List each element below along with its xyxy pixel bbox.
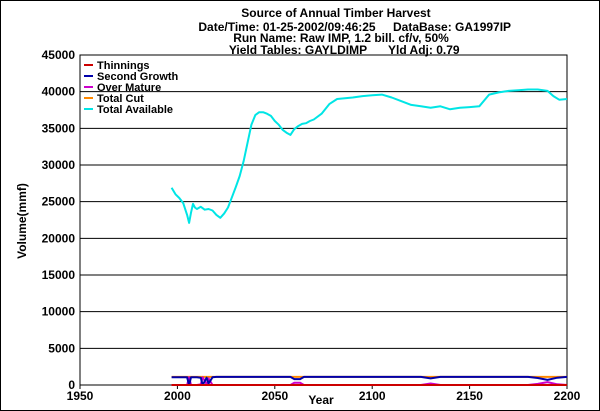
chart-title: Source of Annual Timber Harvest [241, 6, 430, 20]
y-tick-label: 5000 [48, 341, 75, 355]
chart-header: Source of Annual Timber Harvest Date/Tim… [198, 6, 511, 57]
y-tick-label: 25000 [42, 195, 76, 209]
run-name-label: Run Name: Raw IMP, 1.2 bill. cf/v, 50% [233, 31, 449, 45]
legend-label-total-available: Total Available [97, 104, 173, 116]
x-tick-label: 1950 [67, 389, 94, 403]
y-tick-label: 20000 [42, 231, 76, 245]
x-tick-label: 2200 [554, 389, 581, 403]
series-line-second-growth [171, 375, 568, 386]
legend-label-total-cut: Total Cut [97, 93, 144, 105]
x-tick-label: 2050 [261, 389, 288, 403]
x-axis-label: Year [308, 393, 334, 407]
grid-lines [80, 91, 567, 349]
database-label: DataBase: GA1997IP [393, 20, 511, 34]
y-tick-label: 10000 [42, 305, 76, 319]
y-tick-label: 15000 [42, 268, 76, 282]
legend-label-over-mature: Over Mature [97, 82, 161, 94]
y-axis-label: Volume(mmf) [15, 183, 29, 259]
series-line-over-mature [171, 376, 568, 386]
y-axis-ticks: 0 5000 10000 15000 20000 25000 30000 35000 40000… [42, 48, 76, 392]
series-line-total-available [170, 88, 568, 224]
y-tick-label: 0 [68, 378, 75, 392]
y-tick-label: 35000 [42, 121, 76, 135]
datetime-label: Date/Time: 01-25-2002/09:46:25 [198, 20, 376, 34]
y-tick-label: 40000 [42, 85, 76, 99]
yield-adjustment-label: Yld Adj: 0.79 [388, 43, 460, 57]
x-tick-label: 2100 [359, 389, 386, 403]
y-tick-label: 45000 [42, 48, 76, 62]
x-tick-label: 2150 [456, 389, 483, 403]
yield-tables-label: Yield Tables: GAYLDIMP [229, 43, 367, 57]
legend-label-thinnings: Thinnings [97, 60, 150, 72]
legend-label-second-growth: Second Growth [97, 71, 179, 83]
x-axis-ticks: 1950 2000 2050 2100 2150 2200 [67, 385, 581, 403]
data-series [170, 88, 568, 386]
x-tick-label: 2000 [164, 389, 191, 403]
y-tick-label: 30000 [42, 158, 76, 172]
